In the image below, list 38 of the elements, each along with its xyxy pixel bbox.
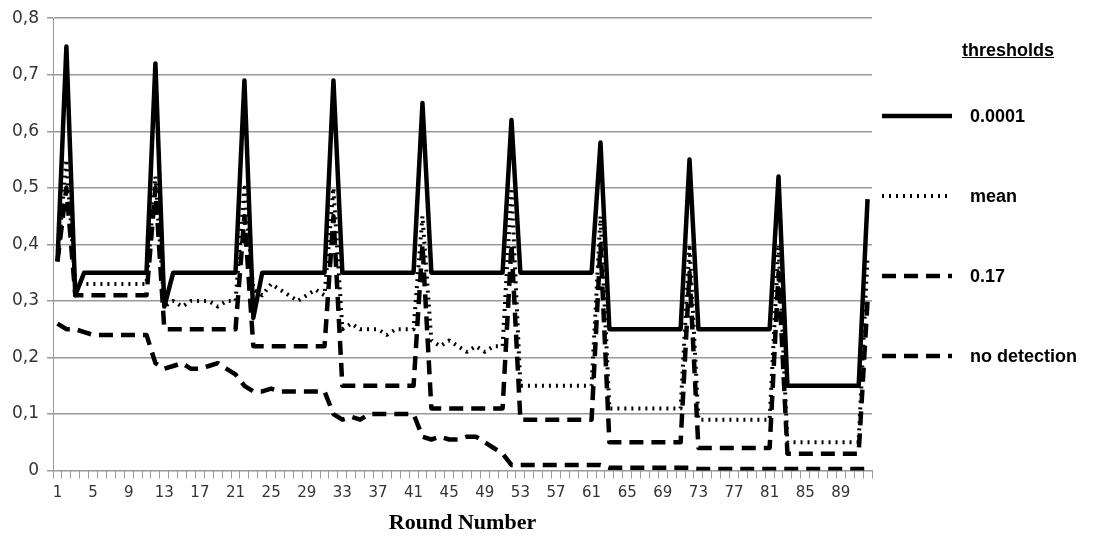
x-tick-label: 29	[297, 483, 317, 502]
x-tick-label: 9	[123, 483, 134, 502]
y-tick-label: 0,2	[11, 345, 40, 366]
x-tick-label: 57	[546, 483, 566, 502]
y-tick-label: 0,5	[11, 176, 40, 197]
y-tick-label: 0	[28, 459, 40, 480]
x-tick-label: 33	[332, 483, 352, 502]
x-tick-label: 89	[831, 483, 851, 502]
y-tick-label: 0,3	[11, 289, 40, 310]
x-tick-label: 17	[190, 483, 210, 502]
y-tick-label: 0,4	[11, 232, 40, 253]
y-tick-label: 0,1	[11, 402, 40, 423]
x-tick-label: 77	[724, 483, 744, 502]
x-tick-label: 61	[582, 483, 602, 502]
x-tick-label: 45	[439, 483, 459, 502]
x-tick-label: 1	[52, 483, 63, 502]
x-tick-label: 81	[760, 483, 780, 502]
x-tick-label: 21	[225, 483, 246, 502]
x-tick-label: 13	[154, 483, 174, 502]
x-tick-label: 41	[404, 483, 424, 502]
legend-label: mean	[970, 185, 1018, 207]
legend-title: thresholds	[962, 40, 1055, 61]
x-tick-label: 5	[88, 483, 98, 502]
x-tick-label: 25	[261, 483, 281, 502]
legend-label: no detection	[970, 345, 1077, 367]
x-tick-label: 85	[795, 483, 815, 502]
legend-label: 0.0001	[970, 105, 1026, 127]
y-tick-label: 0,6	[11, 119, 40, 140]
x-tick-label: 73	[688, 483, 708, 502]
x-tick-label: 53	[510, 483, 530, 502]
y-tick-label: 0,7	[11, 63, 40, 84]
x-tick-label: 65	[617, 483, 637, 502]
x-tick-label: 49	[475, 483, 495, 502]
y-tick-label: 0,8	[11, 6, 40, 27]
x-tick-label: 69	[653, 483, 673, 502]
x-axis-title: Round Number	[388, 509, 537, 535]
x-tick-label: 37	[368, 483, 388, 502]
legend-label: 0.17	[970, 265, 1006, 287]
